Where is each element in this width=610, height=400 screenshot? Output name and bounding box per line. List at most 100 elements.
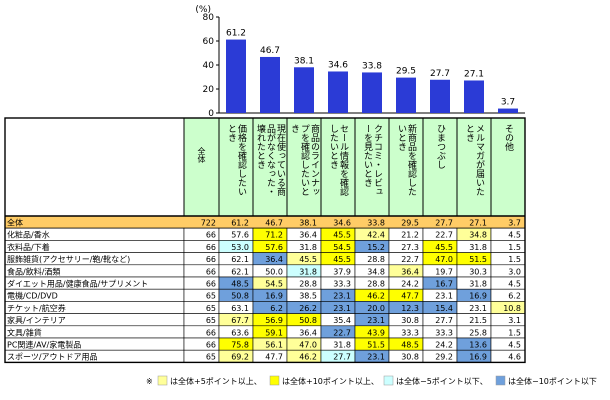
row-label: PC関連/AV/家電製品: [7, 340, 81, 350]
header-category-cell: [456, 117, 492, 217]
bar-value-label: 27.1: [464, 69, 484, 79]
cell-value: 12.3: [401, 304, 419, 313]
cell-value: 69.2: [231, 353, 249, 362]
cell-value: 33.3: [333, 280, 351, 289]
cell-value: 36.4: [299, 231, 317, 240]
legend-prefix: ※: [146, 377, 153, 386]
cell-value: 45.5: [333, 231, 351, 240]
bar: [430, 79, 450, 113]
n-header-label: 全体: [197, 146, 206, 164]
cell-value: 23.1: [435, 292, 453, 301]
cell-value: 3.0: [508, 267, 521, 276]
cell-value: 16.7: [435, 280, 453, 289]
bar: [498, 108, 518, 113]
row-label: 電機/CD/DVD: [7, 291, 58, 301]
cell-value: 25.8: [469, 328, 487, 337]
cell-value: 4.5: [508, 231, 521, 240]
legend-swatch: [269, 375, 280, 386]
cell-value: 38.5: [299, 292, 317, 301]
cell-value: 30.8: [401, 316, 419, 325]
total-row-label: 全体: [7, 218, 23, 228]
cell-value: 56.1: [265, 341, 283, 350]
total-cell-value: 27.1: [469, 219, 487, 228]
legend-label: は全体+10ポイント以上、: [282, 376, 379, 386]
header-n-cell: [183, 117, 220, 217]
category-label: したいとき: [328, 124, 339, 169]
cell-value: 53.0: [231, 243, 249, 252]
cell-value: 24.2: [435, 341, 453, 350]
cell-value: 43.9: [367, 328, 385, 337]
cell-value: 23.1: [333, 304, 351, 313]
bar-value-label: 29.5: [396, 67, 416, 77]
y-tick-label: 20: [203, 85, 215, 95]
total-cell-value: 3.7: [508, 219, 521, 228]
row-label: チケット/航空券: [7, 303, 66, 313]
cell-value: 57.6: [231, 231, 249, 240]
cell-value: 46.2: [367, 292, 385, 301]
cell-value: 22.7: [435, 231, 453, 240]
cell-value: 10.8: [503, 304, 521, 313]
y-tick-label: 80: [203, 13, 215, 23]
bar: [294, 67, 314, 113]
cell-value: 24.2: [401, 280, 419, 289]
cell-value: 20.0: [367, 304, 385, 313]
cell-value: 47.7: [265, 353, 283, 362]
cell-value: 21.5: [469, 316, 487, 325]
row-label: 衣料品/下着: [7, 242, 50, 252]
cell-value: 22.7: [401, 255, 419, 264]
total-cell-value: 27.7: [435, 219, 453, 228]
row-label: ダイエット用品/健康食品/サプリメント: [7, 279, 148, 289]
cell-value: 37.9: [333, 267, 351, 276]
cell-value: 3.1: [508, 316, 521, 325]
cell-value: 29.2: [435, 353, 453, 362]
category-label: とき: [464, 124, 474, 142]
cell-value: 45.5: [299, 255, 317, 264]
category-label: とき: [226, 124, 236, 142]
bar-value-label: 33.8: [362, 61, 382, 71]
row-n-value: 65: [206, 353, 216, 362]
cell-value: 23.1: [333, 292, 351, 301]
cell-value: 16.9: [265, 292, 283, 301]
bar: [396, 77, 416, 113]
bar: [328, 71, 348, 113]
cell-value: 16.9: [469, 353, 487, 362]
cell-value: 22.7: [333, 328, 351, 337]
cell-value: 6.2: [270, 304, 283, 313]
header-label-cell: [4, 117, 185, 217]
cell-value: 31.8: [299, 267, 317, 276]
cell-value: 31.8: [469, 243, 487, 252]
bar-value-label: 34.6: [328, 60, 348, 70]
row-label: 化粧品/香水: [7, 230, 50, 240]
cell-value: 71.2: [265, 231, 283, 240]
cell-value: 47.0: [299, 341, 317, 350]
category-label: セール情報を確認: [338, 124, 349, 197]
cell-value: 28.8: [299, 280, 317, 289]
cell-value: 54.5: [265, 280, 283, 289]
row-n-value: 66: [206, 341, 216, 350]
row-label: スポーツ/アウトドア用品: [7, 353, 98, 362]
row-label: 文具/雑貨: [7, 327, 42, 337]
bar-value-label: 27.7: [430, 69, 450, 79]
cell-value: 16.9: [469, 292, 487, 301]
cell-value: 4.5: [508, 280, 521, 289]
cell-value: 1.5: [508, 243, 521, 252]
cell-value: 30.8: [401, 353, 419, 362]
cell-value: 34.8: [469, 231, 487, 240]
cell-value: 67.7: [231, 316, 249, 325]
cell-value: 27.7: [333, 353, 351, 362]
category-label: 価格を確認したい: [236, 123, 247, 196]
cell-value: 31.8: [333, 341, 351, 350]
y-tick-label: 0: [208, 109, 214, 119]
cell-value: 27.3: [401, 243, 419, 252]
cell-value: 36.4: [299, 328, 317, 337]
total-cell-value: 46.7: [265, 219, 283, 228]
cell-value: 23.1: [367, 316, 385, 325]
table-border: [4, 117, 526, 364]
cell-value: 57.6: [265, 243, 283, 252]
cell-value: 42.4: [367, 231, 385, 240]
cell-value: 51.5: [367, 341, 385, 350]
cell-value: 28.8: [367, 255, 385, 264]
cell-value: 45.5: [435, 243, 453, 252]
cell-value: 48.5: [401, 341, 419, 350]
